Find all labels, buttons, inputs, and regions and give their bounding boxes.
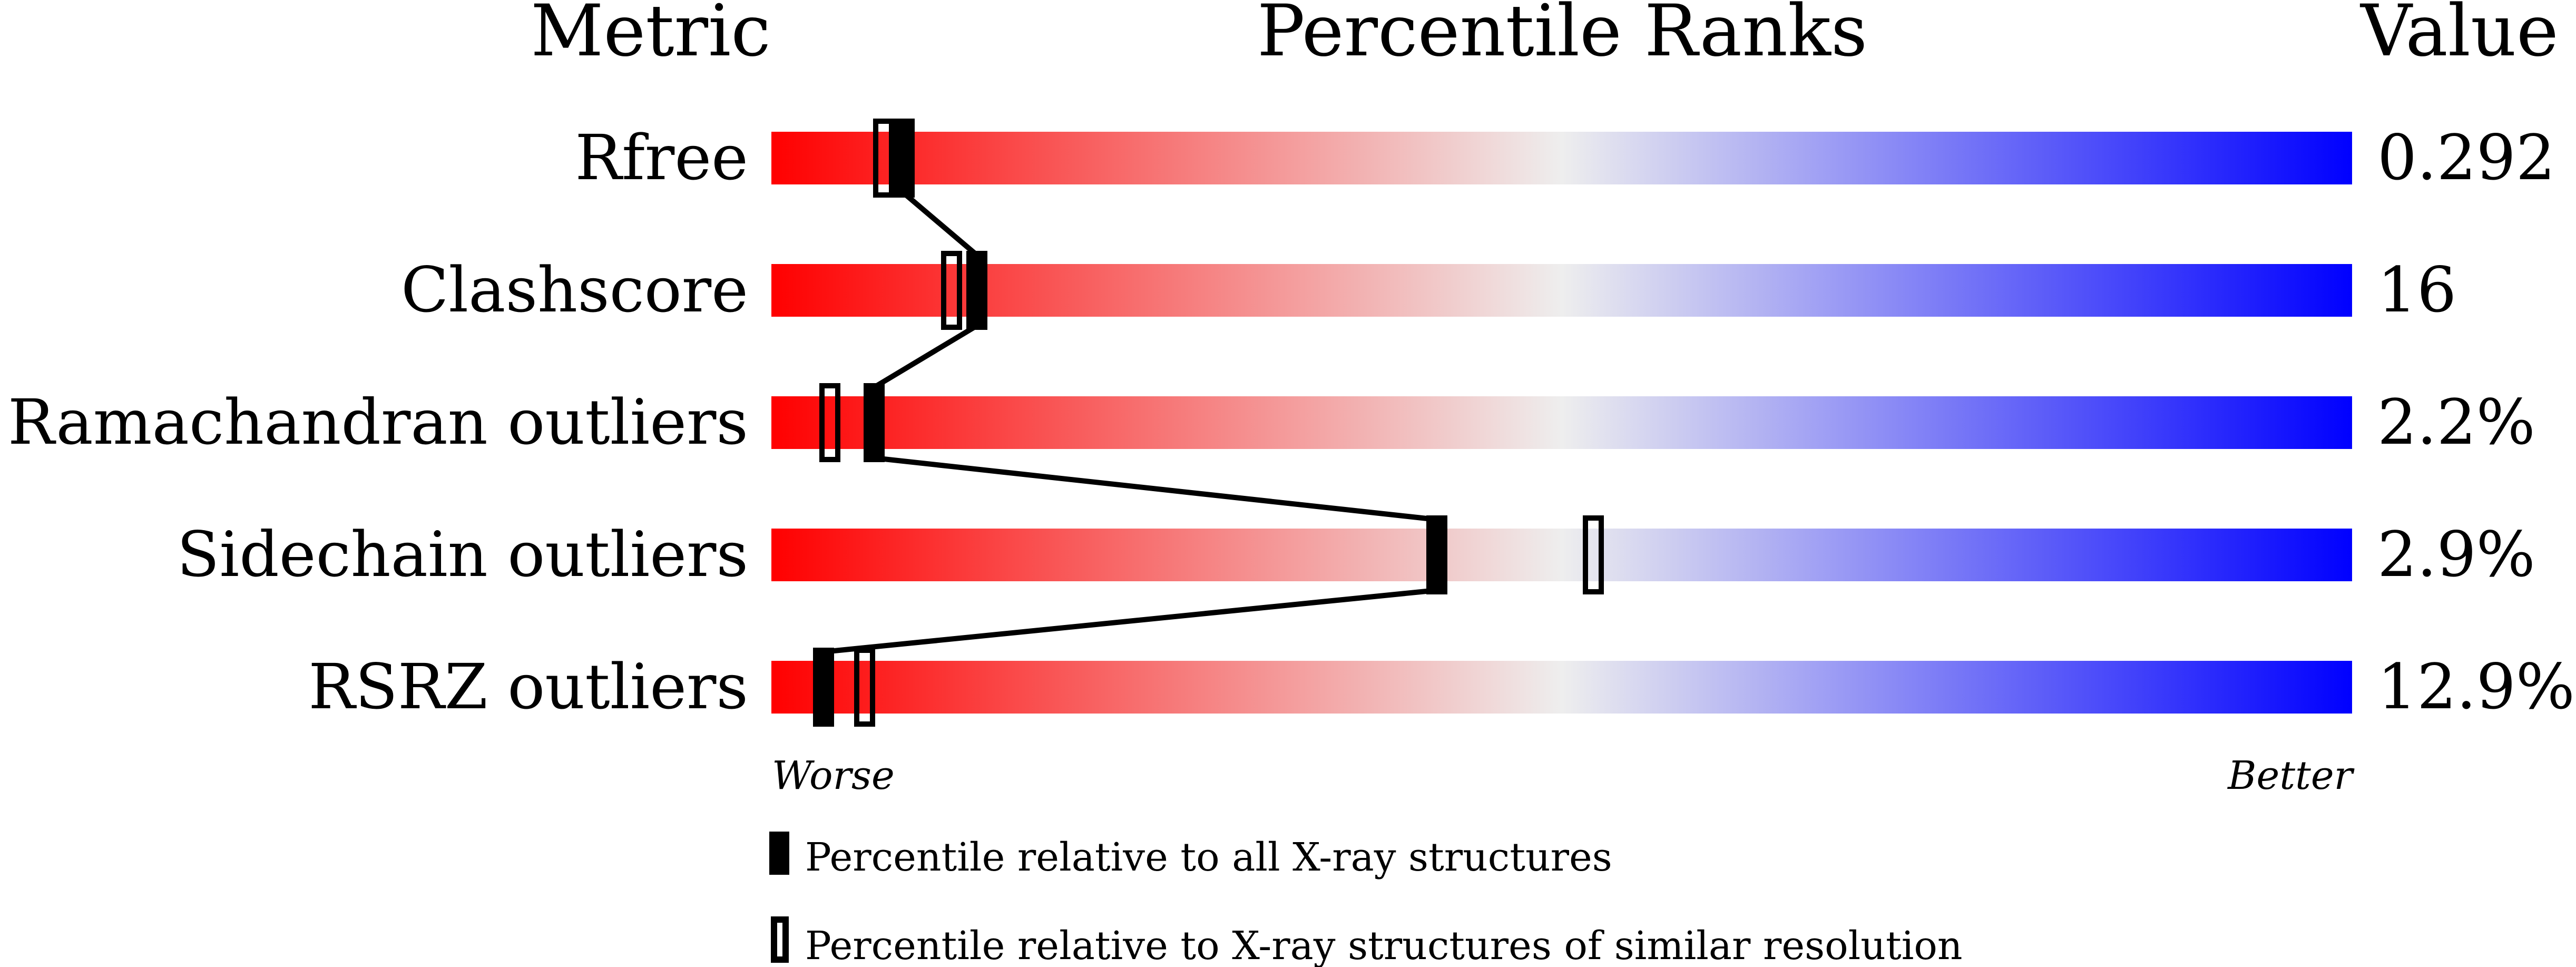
metric-value: 2.9% bbox=[2377, 518, 2535, 591]
header-value: Value bbox=[2359, 0, 2559, 72]
legend-filled-marker bbox=[769, 832, 789, 875]
percentile-bar bbox=[771, 132, 2352, 184]
marker-similar-resolution bbox=[1583, 515, 1604, 594]
percentile-bar bbox=[771, 396, 2352, 449]
metric-value: 12.9% bbox=[2377, 650, 2575, 723]
metric-label: Sidechain outliers bbox=[177, 518, 748, 591]
header-percentile-ranks: Percentile Ranks bbox=[1257, 0, 1867, 72]
metric-value: 0.292 bbox=[2377, 121, 2555, 194]
axis-worse-label: Worse bbox=[772, 753, 895, 798]
marker-all-structures bbox=[813, 648, 834, 727]
connector-line bbox=[823, 588, 1437, 655]
percentile-bar bbox=[771, 661, 2352, 714]
marker-similar-resolution bbox=[819, 383, 840, 462]
metric-value: 2.2% bbox=[2377, 386, 2535, 458]
header-metric: Metric bbox=[531, 0, 771, 72]
metric-value: 16 bbox=[2377, 253, 2456, 326]
marker-all-structures bbox=[966, 251, 987, 330]
marker-similar-resolution bbox=[854, 648, 875, 727]
percentile-bar bbox=[771, 529, 2352, 581]
marker-similar-resolution bbox=[941, 251, 962, 330]
connector-line bbox=[873, 323, 978, 390]
connector-line bbox=[874, 455, 1437, 522]
legend-filled-label: Percentile relative to all X-ray structu… bbox=[805, 835, 1612, 880]
marker-all-structures bbox=[1426, 515, 1447, 594]
percentile-bar bbox=[771, 264, 2352, 317]
metric-label: RSRZ outliers bbox=[308, 650, 748, 723]
axis-better-label: Better bbox=[2227, 753, 2355, 798]
marker-all-structures bbox=[864, 383, 885, 462]
metric-label: Ramachandran outliers bbox=[8, 386, 748, 458]
marker-similar-resolution bbox=[873, 119, 894, 198]
marker-all-structures bbox=[894, 119, 915, 198]
legend-open-marker bbox=[771, 916, 789, 963]
metric-label: Rfree bbox=[575, 121, 748, 194]
connector-line bbox=[902, 191, 979, 257]
metric-label: Clashscore bbox=[401, 253, 748, 326]
legend-open-label: Percentile relative to X-ray structures … bbox=[805, 923, 1963, 967]
